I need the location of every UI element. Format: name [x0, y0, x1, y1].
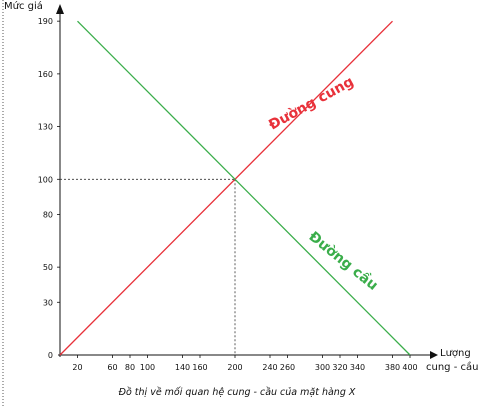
x-tick-label: 260: [280, 363, 295, 372]
x-tick-label: 200: [227, 363, 242, 372]
y-tick-label: 0: [48, 351, 53, 360]
chart-caption: Đồ thị về mối quan hệ cung - cầu của mặt…: [119, 387, 356, 398]
x-ticks: 20 60 80 100 140 160 200 240 260 300 320 340 380 400: [72, 355, 418, 372]
x-tick-label: 400: [402, 363, 417, 372]
y-tick-label: 160: [38, 70, 53, 79]
y-tick-label: 130: [38, 123, 53, 132]
x-tick-label: 380: [385, 363, 400, 372]
demand-line: [77, 20, 411, 356]
x-tick-label: 80: [125, 363, 135, 372]
series-lines: [59, 20, 411, 356]
x-tick-label: 140: [175, 363, 190, 372]
y-tick-label: 50: [43, 263, 53, 272]
x-tick-label: 20: [72, 363, 82, 372]
y-tick-label: 190: [38, 17, 53, 26]
x-tick-label: 340: [350, 363, 365, 372]
x-tick-label: 320: [332, 363, 347, 372]
x-axis-title-line1: Lượng: [440, 348, 471, 359]
supply-line: [59, 20, 393, 356]
y-tick-label: 30: [43, 298, 53, 307]
supply-line-label: Đường cung: [266, 74, 356, 134]
x-tick-label: 100: [140, 363, 155, 372]
x-tick-label: 60: [107, 363, 117, 372]
y-tick-label: 100: [38, 175, 53, 184]
y-axis-arrow: [56, 4, 64, 14]
x-tick-label: 300: [315, 363, 330, 372]
x-tick-label: 240: [262, 363, 277, 372]
x-axis-title-line2: cung - cầu: [426, 361, 478, 373]
x-axis-arrow: [430, 351, 438, 359]
equilibrium-guides: [60, 178, 236, 355]
x-tick-label: 160: [192, 363, 207, 372]
y-axis-title: Mức giá: [4, 0, 43, 12]
y-tick-label: 80: [43, 210, 53, 219]
y-ticks: 0 30 50 80 100 130 160 190: [38, 17, 60, 360]
